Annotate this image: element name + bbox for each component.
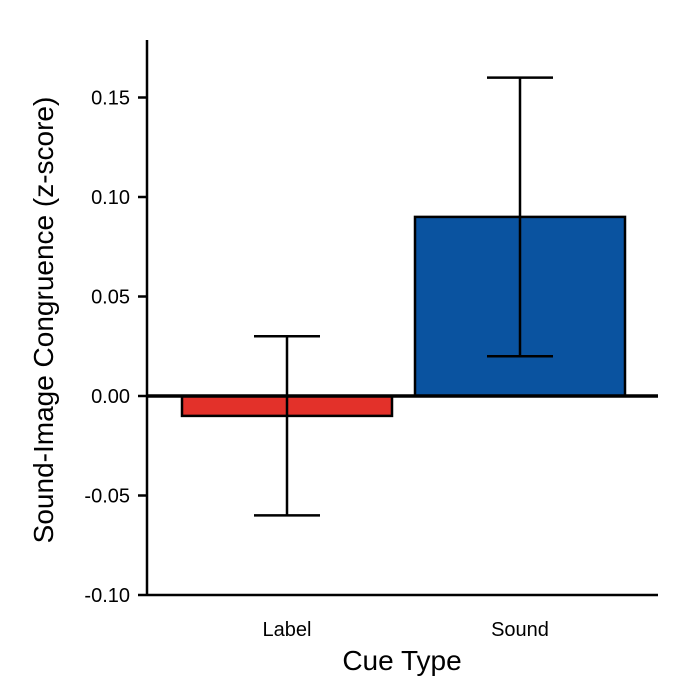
y-tick-label: 0.15 [91, 88, 130, 110]
x-axis-tick-labels: Label Sound [263, 619, 549, 641]
y-axis-ticks: -0.10 -0.05 0.00 0.05 0.10 0.15 [84, 88, 147, 607]
y-tick-label: 0.05 [91, 287, 130, 309]
x-tick-label-sound: Sound [491, 619, 549, 641]
x-axis-label: Cue Type [342, 645, 461, 676]
error-bars [254, 76, 553, 517]
y-tick-label: 0.00 [91, 386, 130, 408]
x-tick-label-label: Label [263, 619, 312, 641]
y-axis-label: Sound-Image Congruence (z-score) [28, 97, 59, 544]
y-tick-label: -0.10 [84, 585, 130, 607]
y-tick-label: -0.05 [84, 486, 130, 508]
bars [180, 215, 627, 418]
y-tick-label: 0.10 [91, 187, 130, 209]
